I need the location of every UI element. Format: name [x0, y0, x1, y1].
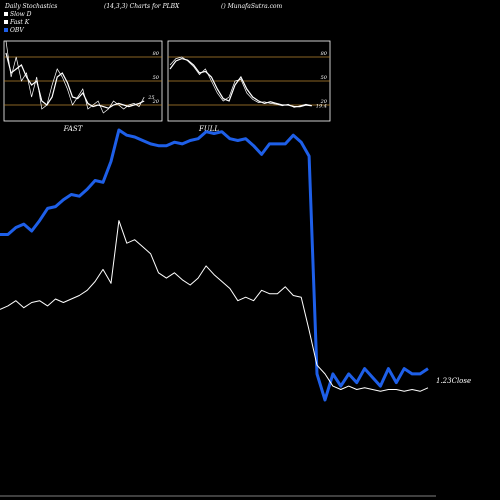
header-center: (14,3,3) Charts for PLBX [104, 3, 180, 10]
full-last-value-label: 19.4 [316, 103, 327, 109]
fast-last-value-label: 25 [147, 95, 154, 101]
full-tick-label-50: 50 [321, 75, 328, 81]
legend-swatch-fast-k [4, 20, 8, 24]
close-last-value-label: 1.23Close [436, 377, 471, 385]
main-price-obv-panel [0, 128, 429, 402]
close-price-line [0, 220, 429, 392]
legend-swatch-slow-d [4, 12, 8, 16]
fast-slow-d-line [5, 52, 145, 109]
fast-fast-k-line [5, 40, 145, 114]
fast-panel-label: FAST [63, 125, 84, 133]
full-fast-k-line [169, 56, 312, 108]
legend-label-fast-k: Fast K [9, 19, 30, 26]
fast-tick-label-50: 50 [153, 75, 160, 81]
legend-label-slow-d: Slow D [10, 11, 32, 18]
full-tick-label-20: 20 [320, 99, 328, 105]
full-panel-label: FULL [198, 125, 219, 133]
fast-tick-label-80: 80 [153, 51, 160, 57]
header-left: Daily Stochastics [4, 3, 57, 10]
full-slow-d-line [169, 57, 312, 108]
legend-swatch-obv [4, 28, 8, 32]
obv-line [0, 128, 429, 402]
legend: Slow D Fast K OBV [4, 11, 32, 34]
full-tick-label-80: 80 [321, 51, 328, 57]
header-right: () MunafaSutra.com [221, 3, 283, 10]
legend-label-obv: OBV [10, 27, 24, 34]
fast-tick-label-20: 20 [152, 99, 160, 105]
